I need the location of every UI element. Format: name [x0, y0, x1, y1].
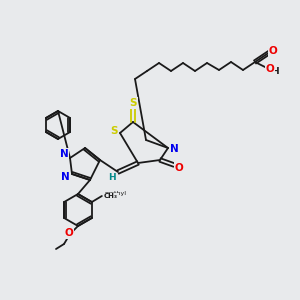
- Text: methyl: methyl: [105, 191, 127, 196]
- Text: O: O: [64, 228, 74, 238]
- Text: S: S: [110, 126, 118, 136]
- Text: O: O: [268, 46, 278, 56]
- Text: H: H: [108, 173, 116, 182]
- Text: CH₃: CH₃: [104, 193, 118, 199]
- Text: N: N: [169, 144, 178, 154]
- Text: O: O: [175, 163, 183, 173]
- Text: S: S: [129, 98, 137, 108]
- Text: H: H: [271, 68, 279, 76]
- Text: N: N: [61, 172, 69, 182]
- Text: O: O: [266, 64, 274, 74]
- Text: N: N: [60, 149, 68, 159]
